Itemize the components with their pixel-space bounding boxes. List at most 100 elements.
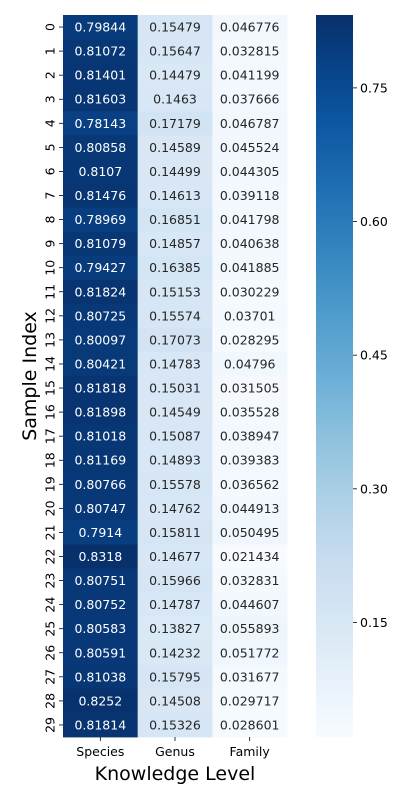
heatmap-cell [137,616,213,642]
heatmap-cell [137,568,213,593]
cell-value-label: 0.80421 [74,356,126,371]
heatmap-cell [137,111,213,136]
heatmap-cell [63,87,139,112]
cell-value-label: 0.045524 [220,140,280,155]
heatmap-cell [137,496,213,521]
y-tick-label: 23 [43,573,58,589]
colorbar-tick-label: 0.75 [360,80,388,95]
heatmap-cell [63,688,139,714]
y-tick-label: 3 [43,95,58,103]
heatmap-cell [212,87,288,112]
heatmap-cell [212,472,288,497]
heatmap-cell [137,520,213,545]
cell-value-label: 0.1463 [153,92,197,107]
y-tick-label: 7 [43,192,58,200]
y-tick-label: 17 [43,428,58,444]
heatmap-cell [137,424,213,449]
cell-value-label: 0.051772 [220,645,280,660]
heatmap-cell [212,424,288,449]
cell-value-label: 0.039118 [220,188,280,203]
colorbar: 0.15 0.30 0.45 0.60 0.75 [316,15,388,737]
heatmap-cell [212,135,288,160]
y-tick-label: 8 [43,216,58,224]
cell-value-label: 0.15574 [149,308,201,323]
heatmap-cell [137,87,213,112]
heatmap-cell [63,15,139,40]
heatmap-cell [63,520,139,545]
cell-value-label: 0.78969 [74,212,126,227]
heatmap-cell [63,568,139,593]
heatmap-cell [212,664,288,690]
cell-value-label: 0.044607 [220,597,280,612]
heatmap-cell [137,664,213,690]
y-tick-label: 26 [43,645,58,661]
cell-value-label: 0.17179 [149,116,201,131]
cell-value-label: 0.029717 [220,693,280,708]
heatmap-cells [63,15,288,738]
heatmap-cell [63,135,139,160]
cell-value-label: 0.031505 [220,381,280,396]
heatmap-cell [63,424,139,449]
cell-value-label: 0.021434 [220,549,280,564]
cell-value-label: 0.81079 [74,236,126,251]
cell-value-label: 0.044305 [220,164,280,179]
heatmap-cell [63,303,139,329]
heatmap-cell [137,712,213,738]
y-tick-label: 21 [43,524,58,540]
heatmap-cell [137,255,213,281]
y-tick-label: 28 [43,693,58,709]
y-tick-label: 13 [43,332,58,348]
cell-value-label: 0.038947 [220,429,280,444]
cell-value-label: 0.80747 [74,501,126,516]
heatmap-cell [212,255,288,281]
y-axis-ticks: 0123456789101112131415161718192021222324… [43,23,63,733]
cell-value-label: 0.046776 [220,20,280,35]
heatmap-cell [212,15,288,40]
cell-value-label: 0.8107 [78,164,122,179]
heatmap-cell [137,688,213,714]
cell-value-label: 0.041798 [220,212,280,227]
x-axis-label: Knowledge Level [95,763,256,785]
colorbar-gradient [316,15,353,737]
y-tick-label: 18 [43,452,58,468]
heatmap-cell [212,279,288,305]
cell-value-label: 0.80591 [74,645,126,660]
cell-value-label: 0.17073 [149,332,201,347]
cell-value-label: 0.81814 [74,717,126,732]
cell-value-label: 0.030229 [220,284,280,299]
heatmap-cell [137,448,213,473]
heatmap-cell [212,159,288,184]
cell-value-label: 0.031677 [220,669,280,684]
heatmap-cell [63,183,139,208]
cell-value-label: 0.15578 [149,477,201,492]
heatmap-cell [212,400,288,425]
cell-value-label: 0.14613 [149,188,201,203]
heatmap-cell [137,351,213,377]
cell-value-label: 0.04796 [224,356,276,371]
cell-value-label: 0.81072 [74,44,126,59]
heatmap-cell [212,183,288,208]
heatmap-cell [212,592,288,618]
y-tick-label: 5 [43,143,58,151]
cell-value-label: 0.15811 [149,525,201,540]
cell-value-label: 0.80752 [74,597,126,612]
cell-value-label: 0.81824 [74,284,126,299]
y-tick-label: 6 [43,167,58,175]
y-tick-label: 2 [43,71,58,79]
y-tick-label: 10 [43,260,58,276]
heatmap-cell [212,303,288,329]
cell-value-label: 0.040638 [220,236,280,251]
cell-value-label: 0.037666 [220,92,280,107]
heatmap-cell [63,712,139,738]
heatmap-cell [212,231,288,257]
heatmap-cell [137,327,213,353]
cell-value-label: 0.8318 [78,549,122,564]
heatmap-cell [63,640,139,666]
heatmap-cell [212,376,288,401]
heatmap-cell [63,255,139,281]
cell-value-label: 0.16385 [149,260,201,275]
heatmap-cell [137,135,213,160]
heatmap-cell [63,616,139,642]
cell-value-label: 0.032831 [220,573,280,588]
heatmap-cell [212,640,288,666]
